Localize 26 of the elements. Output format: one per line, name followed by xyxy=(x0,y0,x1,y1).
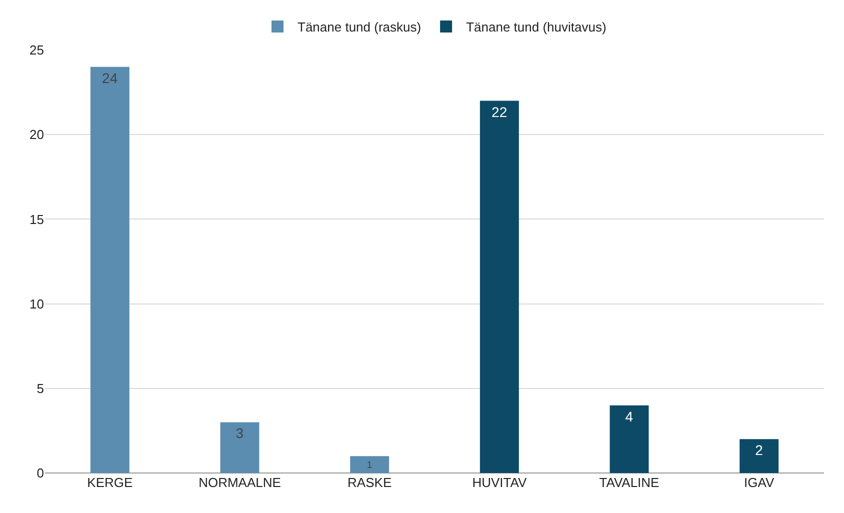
x-tick-label: RASKE xyxy=(348,475,392,490)
bar xyxy=(350,456,390,473)
bar xyxy=(480,100,519,473)
data-label: 4 xyxy=(625,408,634,424)
x-tick-label: TAVALINE xyxy=(599,475,660,490)
legend-label: Tänane tund (huvitavus) xyxy=(466,20,606,35)
x-tick-label: NORMAALNE xyxy=(198,475,282,490)
data-label: 2 xyxy=(755,442,764,458)
bar xyxy=(610,405,649,473)
data-label: 1 xyxy=(366,460,372,471)
data-label: 3 xyxy=(236,425,244,442)
x-tick-label: KERGE xyxy=(87,475,134,490)
data-label: 24 xyxy=(102,70,118,86)
y-tick-label: 15 xyxy=(30,212,44,227)
legend-label: Tänane tund (raskus) xyxy=(298,20,422,35)
bar xyxy=(90,66,130,473)
y-tick-label: 10 xyxy=(30,296,44,312)
y-tick-label: 20 xyxy=(30,127,44,142)
x-tick-label: HUVITAV xyxy=(472,475,527,490)
y-tick-label: 25 xyxy=(30,42,44,58)
y-tick-label: 0 xyxy=(36,466,44,481)
bar xyxy=(740,439,779,473)
y-tick-label: 5 xyxy=(36,380,44,396)
data-label: 22 xyxy=(492,104,508,120)
x-tick-label: IGAV xyxy=(744,475,774,490)
bar xyxy=(220,422,260,473)
